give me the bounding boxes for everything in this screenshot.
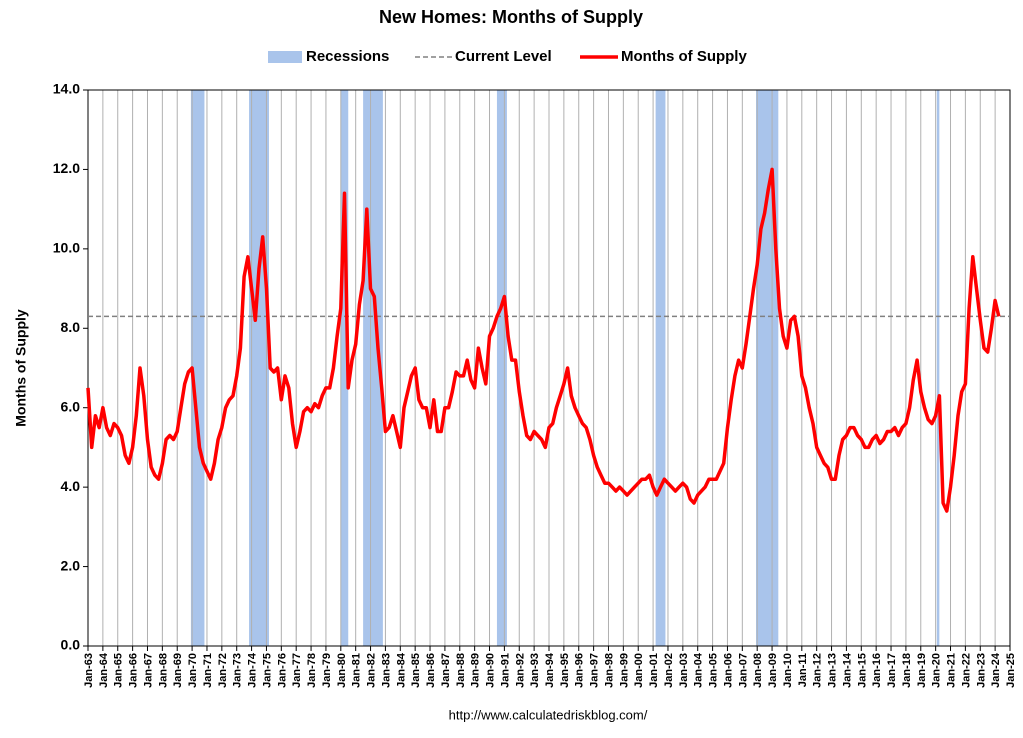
plot-frame: [87, 89, 1011, 647]
x-tick-label: Jan-06: [722, 653, 734, 688]
x-tick-label: Jan-04: [693, 652, 705, 688]
x-tick-label: Jan-91: [499, 653, 511, 688]
x-tick-label: Jan-94: [544, 652, 556, 688]
y-axis-label: Months of Supply: [13, 309, 29, 427]
x-tick-label: Jan-77: [291, 653, 303, 688]
x-tick-label: Jan-07: [737, 653, 749, 688]
x-tick-label: Jan-08: [752, 653, 764, 688]
x-tick-label: Jan-21: [946, 653, 958, 688]
y-tick-label: 6.0: [61, 398, 81, 414]
x-tick-label: Jan-88: [455, 653, 467, 688]
x-tick-label: Jan-02: [663, 653, 675, 688]
x-tick-label: Jan-98: [603, 653, 615, 688]
x-tick-label: Jan-18: [901, 653, 913, 688]
x-tick-label: Jan-81: [351, 653, 363, 688]
x-tick-label: Jan-13: [827, 653, 839, 688]
x-tick-label: Jan-10: [782, 653, 794, 688]
legend-label: Current Level: [455, 48, 552, 65]
recession-band: [655, 90, 666, 646]
y-tick-label: 4.0: [61, 478, 81, 494]
y-tick-label: 0.0: [61, 637, 81, 653]
x-tick-label: Jan-25: [1005, 653, 1017, 688]
y-tick-label: 12.0: [53, 160, 80, 176]
x-tick-label: Jan-84: [395, 652, 407, 688]
x-tick-label: Jan-86: [425, 653, 437, 688]
x-tick-label: Jan-73: [232, 653, 244, 688]
x-tick-label: Jan-67: [142, 653, 154, 688]
x-tick-label: Jan-71: [202, 653, 214, 688]
y-tick-label: 2.0: [61, 557, 81, 573]
x-tick-label: Jan-96: [574, 653, 586, 688]
x-tick-label: Jan-90: [485, 653, 497, 688]
x-tick-label: Jan-95: [559, 653, 571, 688]
recession-band: [936, 90, 940, 646]
x-tick-label: Jan-99: [618, 653, 630, 688]
x-tick-label: Jan-24: [990, 652, 1002, 688]
x-tick-label: Jan-78: [306, 653, 318, 688]
x-tick-label: Jan-63: [83, 653, 95, 688]
x-tick-label: Jan-09: [767, 653, 779, 688]
recession-band: [496, 90, 507, 646]
x-tick-label: Jan-89: [470, 653, 482, 688]
x-tick-label: Jan-15: [856, 653, 868, 688]
x-tick-label: Jan-79: [321, 653, 333, 688]
y-tick-label: 14.0: [53, 81, 80, 97]
x-tick-label: Jan-23: [975, 653, 987, 688]
y-tick-label: 10.0: [53, 240, 80, 256]
x-tick-label: Jan-70: [187, 653, 199, 688]
x-tick-label: Jan-72: [217, 653, 229, 688]
y-tick-label: 8.0: [61, 319, 81, 335]
x-tick-label: Jan-83: [380, 653, 392, 688]
chart-title: New Homes: Months of Supply: [379, 7, 643, 27]
x-tick-label: Jan-20: [931, 653, 943, 688]
x-tick-label: Jan-87: [440, 653, 452, 688]
x-tick-label: Jan-65: [113, 653, 125, 688]
recession-band: [756, 90, 779, 646]
recession-band: [190, 90, 205, 646]
legend-label: Recessions: [306, 48, 389, 65]
x-tick-label: Jan-11: [797, 653, 809, 687]
data-line: [86, 167, 1001, 513]
x-tick-label: Jan-68: [157, 653, 169, 688]
x-tick-label: Jan-05: [708, 653, 720, 688]
x-tick-label: Jan-17: [886, 653, 898, 688]
x-tick-label: Jan-64: [98, 652, 110, 688]
x-tick-label: Jan-14: [841, 652, 853, 688]
x-tick-label: Jan-19: [916, 653, 928, 688]
x-tick-label: Jan-76: [276, 653, 288, 688]
x-tick-label: Jan-80: [336, 653, 348, 688]
source: http://www.calculatedriskblog.com/: [449, 707, 648, 722]
x-tick-label: Jan-16: [871, 653, 883, 688]
x-tick-label: Jan-97: [589, 653, 601, 688]
x-tick-label: Jan-92: [514, 653, 526, 688]
legend-swatch: [268, 51, 302, 63]
recession-band: [340, 90, 349, 646]
x-tick-label: Jan-74: [247, 652, 259, 688]
recession-band: [249, 90, 269, 646]
x-tick-label: Jan-93: [529, 653, 541, 688]
x-tick-label: Jan-00: [633, 653, 645, 688]
x-tick-label: Jan-03: [678, 653, 690, 688]
x-tick-label: Jan-75: [261, 653, 273, 688]
legend-label: Months of Supply: [621, 48, 747, 65]
x-tick-label: Jan-22: [960, 653, 972, 688]
x-tick-label: Jan-69: [172, 653, 184, 688]
x-tick-label: Jan-01: [648, 653, 660, 688]
x-tick-label: Jan-12: [812, 653, 824, 688]
x-tick-label: Jan-82: [366, 653, 378, 688]
x-tick-label: Jan-66: [128, 653, 140, 688]
x-tick-label: Jan-85: [410, 653, 422, 688]
